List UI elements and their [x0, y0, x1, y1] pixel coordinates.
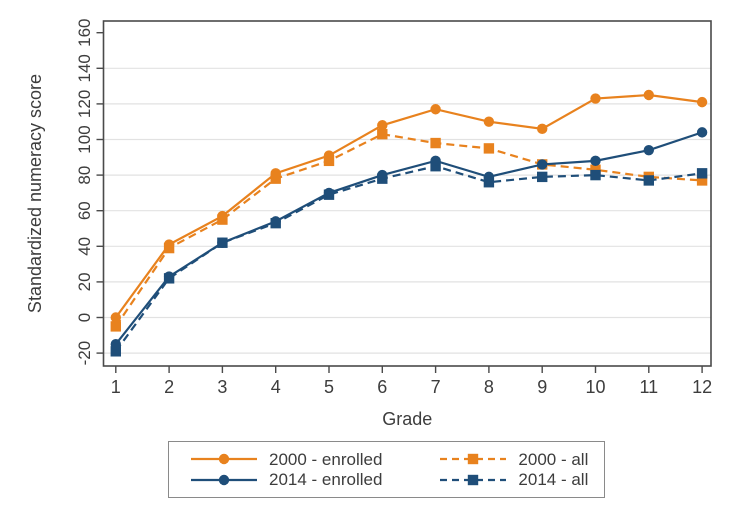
x-tick-label: 1 [111, 377, 121, 397]
data-point-square [377, 128, 388, 140]
data-point-square [590, 164, 601, 175]
y-tick-label: 120 [75, 90, 94, 118]
x-axis: 1 2 3 4 5 6 7 8 9 10 11 12 [111, 366, 712, 397]
legend-sample-2014-enrolled-icon [191, 474, 257, 485]
y-axis-title: Standardized numeracy score [25, 74, 45, 313]
legend-item-2014-all: 2014 - all [440, 470, 588, 490]
data-point-circle [270, 168, 281, 179]
legend-sample-2000-all-icon [440, 454, 507, 465]
data-point-circle [377, 120, 388, 131]
x-axis-title: Grade [382, 409, 432, 429]
data-point-circle [377, 169, 388, 181]
series-2014-all [110, 161, 708, 357]
data-point-circle [217, 237, 228, 248]
x-tick-label: 5 [324, 377, 334, 397]
legend-label-2014-enrolled: 2014 - enrolled [269, 470, 383, 490]
y-tick-label: 100 [75, 125, 94, 153]
series-lines [110, 89, 708, 357]
data-point-square [430, 137, 441, 149]
data-point-circle [696, 96, 708, 108]
x-tick-label: 9 [537, 377, 547, 397]
data-point-square [696, 175, 708, 186]
y-tick-label: 80 [75, 166, 94, 185]
legend-sample-2014-all-icon [440, 474, 507, 485]
data-point-circle [590, 155, 601, 167]
data-point-circle [590, 93, 601, 104]
x-tick-label: 8 [484, 377, 494, 397]
data-point-circle [323, 150, 335, 161]
data-point-circle [696, 127, 708, 138]
data-point-circle [217, 210, 228, 222]
y-axis: -20 0 20 40 60 80 100 120 140 160 [75, 19, 104, 366]
data-point-circle [537, 159, 548, 170]
gridlines [103, 67, 711, 354]
data-point-circle [643, 89, 654, 101]
y-tick-label: 140 [75, 54, 94, 82]
legend-label-2000-enrolled: 2000 - enrolled [269, 449, 383, 469]
data-point-circle [643, 144, 654, 156]
x-tick-label: 7 [431, 377, 441, 397]
data-point-square [270, 173, 281, 184]
data-point-circle [110, 339, 122, 350]
legend-label-2014-all: 2014 - all [518, 470, 589, 490]
y-tick-label: -20 [75, 341, 94, 366]
data-point-square [483, 143, 495, 154]
legend-sample-2000-enrolled-icon [191, 454, 257, 465]
y-tick-label: 60 [75, 201, 94, 220]
data-point-circle [430, 155, 441, 167]
y-tick-label: 160 [75, 19, 94, 47]
x-tick-label: 2 [164, 377, 174, 397]
data-point-square [110, 321, 121, 332]
legend-item-2000-enrolled: 2000 - enrolled [191, 449, 382, 469]
data-point-circle [483, 116, 495, 127]
y-tick-label: 20 [75, 272, 94, 291]
x-tick-label: 4 [271, 377, 281, 397]
legend-item-2000-all: 2000 - all [440, 449, 588, 469]
data-point-circle [323, 187, 335, 199]
data-point-square [643, 175, 654, 186]
data-point-square [537, 171, 548, 183]
data-point-circle [163, 271, 175, 282]
data-point-circle [270, 216, 281, 227]
data-point-square [430, 161, 441, 172]
data-point-circle [163, 239, 175, 250]
x-tick-label: 6 [377, 377, 387, 397]
data-point-square [483, 177, 495, 188]
legend: 2000 - enrolled 2000 - all 2014 - enroll… [168, 441, 605, 498]
data-point-square [696, 168, 708, 179]
series-2000-all [110, 128, 708, 332]
data-point-square [110, 346, 121, 357]
plot-frame [102, 20, 712, 367]
x-tick-label: 3 [217, 377, 227, 397]
data-point-circle [483, 171, 495, 183]
series-2014-enrolled [110, 127, 708, 350]
data-point-circle [110, 312, 122, 323]
legend-label-2000-all: 2000 - all [518, 449, 589, 469]
x-tick-label: 12 [692, 377, 712, 397]
x-tick-label: 10 [585, 377, 605, 397]
data-point-circle [430, 104, 441, 115]
data-point-circle [537, 123, 548, 135]
y-tick-label: 0 [75, 313, 94, 322]
data-point-square [323, 155, 335, 167]
series-2000-enrolled [110, 89, 708, 323]
x-tick-label: 11 [639, 377, 658, 397]
legend-item-2014-enrolled: 2014 - enrolled [191, 470, 382, 490]
data-point-square [590, 169, 601, 181]
y-tick-label: 40 [75, 237, 94, 256]
